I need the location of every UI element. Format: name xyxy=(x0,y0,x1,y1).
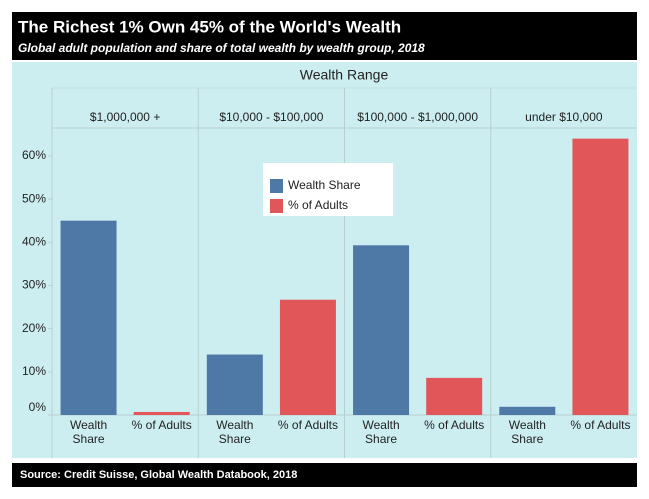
source: Source: Credit Suisse, Global Wealth Dat… xyxy=(20,469,297,481)
y-tick-label: 10% xyxy=(22,364,46,378)
chart-title: The Richest 1% Own 45% of the World's We… xyxy=(18,17,401,36)
x-tick-label-text: % of Adults xyxy=(277,418,338,432)
y-tick-label: 60% xyxy=(22,148,46,162)
x-tick-label: Wealth Share xyxy=(508,418,546,446)
x-tick-label: Wealth Share xyxy=(69,418,108,446)
y-tick-label: 50% xyxy=(22,191,46,205)
bar xyxy=(133,411,190,415)
x-tick-label: % of Adults xyxy=(131,418,192,432)
y-tick-label: 0% xyxy=(29,400,47,414)
x-tick-label-text: Wealth Share xyxy=(216,418,254,446)
legend-label: % of Adults xyxy=(288,198,348,212)
x-tick-label-text: % of Adults xyxy=(570,418,631,432)
bar xyxy=(572,138,629,416)
x-tick-label-text: % of Adults xyxy=(131,418,192,432)
legend-swatch xyxy=(270,199,283,213)
y-tick-label: 20% xyxy=(22,321,46,335)
header-bar xyxy=(12,12,637,60)
chart-subtitle: Global adult population and share of tot… xyxy=(18,41,425,55)
x-tick-label: % of Adults xyxy=(424,418,485,432)
legend-label: Wealth Share xyxy=(288,178,361,192)
facet-title: Wealth Range xyxy=(300,67,389,83)
x-tick-label: % of Adults xyxy=(277,418,338,432)
x-tick-label: Wealth Share xyxy=(362,418,400,446)
facet-label: under $10,000 xyxy=(525,110,603,124)
bar xyxy=(279,299,336,415)
y-tick-label: 30% xyxy=(22,278,46,292)
facet-label: $10,000 - $100,000 xyxy=(219,110,323,124)
bar xyxy=(60,220,117,415)
x-tick-label-text: Wealth Share xyxy=(69,418,108,446)
bar xyxy=(426,377,483,415)
x-tick-label-text: % of Adults xyxy=(424,418,485,432)
facet-label: $100,000 - $1,000,000 xyxy=(357,110,478,124)
x-tick-label: Wealth Share xyxy=(216,418,254,446)
legend-swatch xyxy=(270,179,283,193)
bar xyxy=(206,354,263,415)
footer-bar xyxy=(12,463,637,487)
legend-box xyxy=(263,163,393,216)
bar xyxy=(499,406,556,415)
x-tick-label-text: Wealth Share xyxy=(508,418,546,446)
x-tick-label-text: Wealth Share xyxy=(362,418,400,446)
facet-label: $1,000,000 + xyxy=(90,110,160,124)
y-tick-label: 40% xyxy=(22,234,46,248)
bar xyxy=(353,245,410,415)
x-tick-label: % of Adults xyxy=(570,418,631,432)
